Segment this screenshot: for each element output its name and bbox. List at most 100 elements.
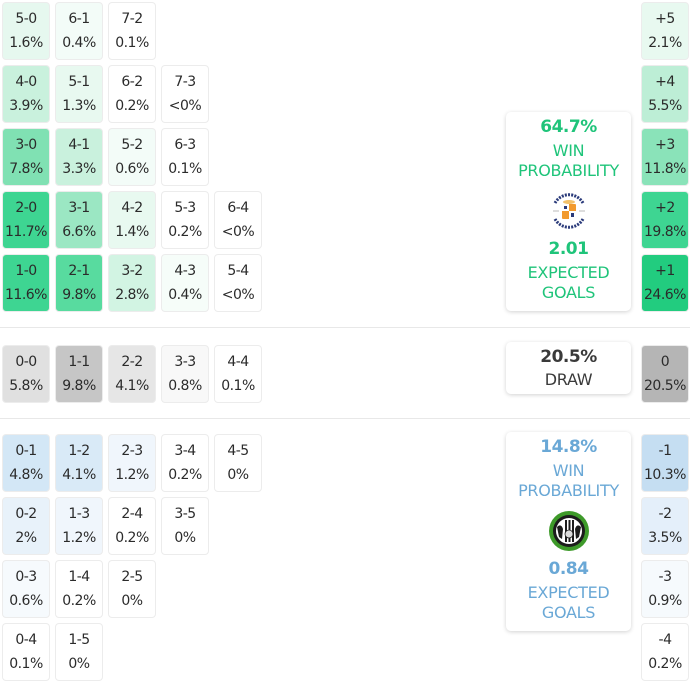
- probability-value: 1.2%: [62, 530, 96, 546]
- probability-value: 0.1%: [221, 378, 255, 394]
- score-cell-home-win: 5-3 0.2%: [161, 191, 209, 249]
- away-win-label-2: PROBABILITY: [518, 481, 619, 500]
- scoreline-label: 5-3: [174, 200, 196, 216]
- score-cell-home-win: 6-3 0.1%: [161, 128, 209, 186]
- scoreline-label: 7-2: [121, 11, 143, 27]
- scoreline-label: 5-2: [121, 137, 143, 153]
- scoreline-label: 7-3: [174, 74, 196, 90]
- goal-difference-cell: 0 20.5%: [641, 345, 689, 403]
- goal-difference-label: +2: [655, 200, 675, 216]
- scoreline-label: 4-2: [121, 200, 143, 216]
- score-cell-draw: 0-0 5.8%: [2, 345, 50, 403]
- probability-value: 5.8%: [9, 378, 43, 394]
- score-cell-home-win: 5-1 1.3%: [55, 65, 103, 123]
- probability-value: 10.3%: [644, 467, 686, 483]
- probability-value: 0.4%: [168, 287, 202, 303]
- scoreline-label: 0-2: [15, 506, 37, 522]
- scoreline-label: 3-4: [174, 443, 196, 459]
- goal-difference-cell: +1 24.6%: [641, 254, 689, 312]
- home-win-probability: 64.7%: [540, 117, 597, 137]
- scoreline-label: 6-1: [68, 11, 90, 27]
- probability-value: 7.8%: [9, 161, 43, 177]
- probability-value: 2.1%: [648, 35, 682, 51]
- probability-value: 4.1%: [115, 378, 149, 394]
- score-cell-home-win: 4-3 0.4%: [161, 254, 209, 312]
- score-cell-away-win: 0-4 0.1%: [2, 623, 50, 681]
- scoreline-label: 3-0: [15, 137, 37, 153]
- probability-value: 11.6%: [5, 287, 47, 303]
- score-cell-home-win: 7-2 0.1%: [108, 2, 156, 60]
- probability-value: 0.2%: [62, 593, 96, 609]
- home-expected-goals: 2.01: [548, 239, 589, 259]
- forest-green-rovers-crest-icon: [548, 511, 589, 551]
- goal-difference-cell: -1 10.3%: [641, 434, 689, 492]
- probability-value: 0.2%: [168, 224, 202, 240]
- away-xg-label-2: GOALS: [541, 603, 596, 622]
- home-xg-label-2: GOALS: [541, 283, 596, 302]
- probability-value: 4.1%: [62, 467, 96, 483]
- scoreline-label: 6-3: [174, 137, 196, 153]
- score-cell-home-win: 2-1 9.8%: [55, 254, 103, 312]
- score-cell-away-win: 0-2 2%: [2, 497, 50, 555]
- goal-difference-label: -3: [658, 569, 672, 585]
- probability-value: 0.8%: [168, 378, 202, 394]
- goal-difference-label: -4: [658, 632, 672, 648]
- score-cell-away-win: 3-5 0%: [161, 497, 209, 555]
- scoreline-label: 5-0: [15, 11, 37, 27]
- home-win-label: WIN: [552, 141, 585, 160]
- scoreline-label: 2-1: [68, 263, 90, 279]
- scoreline-label: 1-2: [68, 443, 90, 459]
- home-xg-label: EXPECTED: [527, 263, 610, 282]
- scoreline-label: 3-2: [121, 263, 143, 279]
- probability-value: 2%: [15, 530, 37, 546]
- probability-value: <0%: [221, 287, 255, 303]
- score-cell-draw: 2-2 4.1%: [108, 345, 156, 403]
- scoreline-label: 2-3: [121, 443, 143, 459]
- score-cell-away-win: 0-3 0.6%: [2, 560, 50, 618]
- scoreline-label: 2-4: [121, 506, 143, 522]
- score-cell-home-win: 3-0 7.8%: [2, 128, 50, 186]
- probability-value: 1.6%: [9, 35, 43, 51]
- scoreline-label: 2-2: [121, 354, 143, 370]
- draw-label: DRAW: [544, 370, 593, 389]
- score-cell-home-win: 7-3 <0%: [161, 65, 209, 123]
- away-summary-card: 14.8% WIN PROBABILITY 0.84 EXPECTED GOAL…: [506, 432, 631, 631]
- divider-draw-losses: [0, 418, 690, 419]
- probability-value: <0%: [168, 98, 202, 114]
- probability-value: 20.5%: [644, 378, 686, 394]
- probability-value: 0%: [68, 656, 90, 672]
- score-cell-home-win: 5-4 <0%: [214, 254, 262, 312]
- score-cell-away-win: 1-5 0%: [55, 623, 103, 681]
- probability-value: 0.2%: [115, 530, 149, 546]
- away-expected-goals: 0.84: [548, 559, 589, 579]
- probability-value: 11.8%: [644, 161, 686, 177]
- goal-difference-cell: +5 2.1%: [641, 2, 689, 60]
- goal-difference-cell: -2 3.5%: [641, 497, 689, 555]
- score-cell-home-win: 6-4 <0%: [214, 191, 262, 249]
- probability-value: 0.1%: [9, 656, 43, 672]
- score-cell-home-win: 1-0 11.6%: [2, 254, 50, 312]
- home-win-label-2: PROBABILITY: [518, 161, 619, 180]
- divider-wins-draw: [0, 327, 690, 328]
- probability-value: 0.6%: [115, 161, 149, 177]
- probability-value: 11.7%: [5, 224, 47, 240]
- away-win-probability: 14.8%: [540, 437, 597, 457]
- goal-difference-cell: +4 5.5%: [641, 65, 689, 123]
- probability-value: 0%: [174, 530, 196, 546]
- scoreline-label: 0-3: [15, 569, 37, 585]
- score-cell-away-win: 2-5 0%: [108, 560, 156, 618]
- scoreline-label: 6-2: [121, 74, 143, 90]
- scoreline-label: 0-0: [15, 354, 37, 370]
- score-cell-draw: 3-3 0.8%: [161, 345, 209, 403]
- probability-value: 0.1%: [168, 161, 202, 177]
- score-cell-home-win: 6-1 0.4%: [55, 2, 103, 60]
- probability-value: 0.6%: [9, 593, 43, 609]
- scoreline-label: 4-0: [15, 74, 37, 90]
- home-summary-card: 64.7% WIN PROBABILITY 2.01 EXPECTED GOAL…: [506, 112, 631, 311]
- score-cell-home-win: 5-2 0.6%: [108, 128, 156, 186]
- probability-value: 5.5%: [648, 98, 682, 114]
- score-cell-home-win: 2-0 11.7%: [2, 191, 50, 249]
- goal-difference-cell: +3 11.8%: [641, 128, 689, 186]
- score-cell-away-win: 1-4 0.2%: [55, 560, 103, 618]
- goal-difference-cell: +2 19.8%: [641, 191, 689, 249]
